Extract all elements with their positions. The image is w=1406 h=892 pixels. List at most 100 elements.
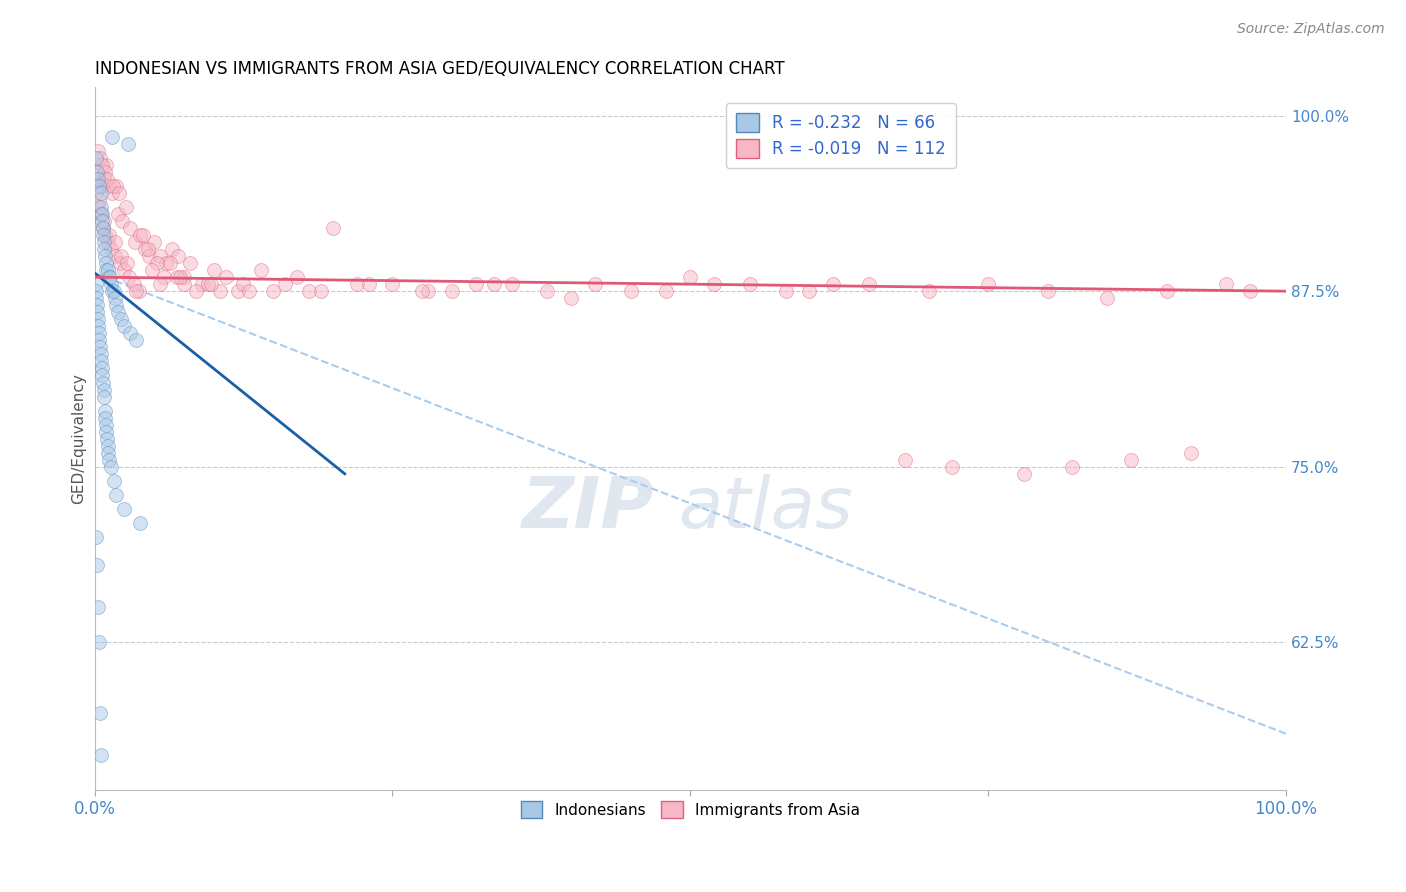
Point	[89, 706, 111, 720]
Point	[1060, 459, 1083, 474]
Point	[173, 277, 195, 292]
Point	[125, 334, 148, 348]
Point	[167, 249, 190, 263]
Point	[136, 242, 159, 256]
Point	[977, 277, 1000, 292]
Point	[440, 284, 463, 298]
Point	[482, 277, 505, 292]
Point	[1119, 452, 1142, 467]
Point	[90, 186, 112, 200]
Point	[128, 227, 150, 242]
Point	[107, 207, 129, 221]
Point	[536, 284, 558, 298]
Point	[110, 312, 132, 326]
Point	[93, 383, 115, 397]
Point	[120, 326, 142, 341]
Point	[143, 235, 166, 249]
Point	[117, 256, 139, 270]
Point	[87, 319, 110, 334]
Point	[169, 270, 191, 285]
Point	[93, 165, 115, 179]
Point	[84, 530, 107, 544]
Point	[90, 200, 112, 214]
Point	[96, 256, 118, 270]
Point	[90, 178, 112, 193]
Point	[738, 277, 761, 292]
Point	[200, 277, 222, 292]
Point	[298, 284, 321, 298]
Point	[703, 277, 725, 292]
Point	[191, 277, 214, 292]
Point	[159, 256, 181, 270]
Point	[285, 270, 308, 285]
Point	[104, 291, 127, 305]
Point	[86, 558, 108, 573]
Point	[93, 390, 115, 404]
Point	[103, 474, 125, 488]
Point	[90, 347, 112, 361]
Point	[104, 235, 127, 249]
Point	[86, 151, 108, 165]
Point	[114, 200, 136, 214]
Point	[141, 263, 163, 277]
Point	[101, 186, 124, 200]
Point	[91, 158, 114, 172]
Point	[679, 270, 702, 285]
Point	[96, 171, 118, 186]
Point	[583, 277, 606, 292]
Point	[214, 270, 236, 285]
Point	[86, 312, 108, 326]
Point	[238, 284, 260, 298]
Point	[118, 270, 141, 285]
Point	[89, 334, 111, 348]
Point	[166, 270, 188, 285]
Point	[117, 136, 139, 151]
Point	[138, 249, 160, 263]
Point	[128, 516, 150, 530]
Point	[91, 221, 114, 235]
Point	[97, 270, 120, 285]
Point	[322, 221, 344, 235]
Point	[346, 277, 368, 292]
Point	[149, 249, 172, 263]
Point	[94, 249, 117, 263]
Point	[86, 305, 108, 319]
Point	[179, 256, 201, 270]
Point	[90, 207, 112, 221]
Point	[1215, 277, 1237, 292]
Point	[97, 235, 120, 249]
Point	[124, 235, 146, 249]
Point	[100, 459, 122, 474]
Point	[152, 270, 174, 285]
Point	[184, 284, 207, 298]
Point	[84, 284, 107, 298]
Point	[134, 242, 156, 256]
Point	[1012, 467, 1035, 481]
Point	[97, 452, 120, 467]
Point	[94, 410, 117, 425]
Point	[91, 368, 114, 383]
Point	[90, 354, 112, 368]
Point	[149, 277, 172, 292]
Point	[1036, 284, 1059, 298]
Point	[96, 432, 118, 446]
Text: atlas: atlas	[678, 475, 853, 543]
Point	[155, 256, 177, 270]
Point	[620, 284, 643, 298]
Point	[411, 284, 433, 298]
Point	[464, 277, 486, 292]
Point	[823, 277, 845, 292]
Point	[86, 165, 108, 179]
Point	[132, 227, 155, 242]
Point	[98, 270, 121, 285]
Point	[90, 207, 112, 221]
Point	[87, 635, 110, 649]
Point	[90, 214, 112, 228]
Point	[226, 284, 249, 298]
Point	[309, 284, 332, 298]
Point	[112, 319, 135, 334]
Point	[91, 376, 114, 390]
Legend: Indonesians, Immigrants from Asia: Indonesians, Immigrants from Asia	[515, 795, 866, 824]
Point	[1156, 284, 1178, 298]
Point	[112, 263, 135, 277]
